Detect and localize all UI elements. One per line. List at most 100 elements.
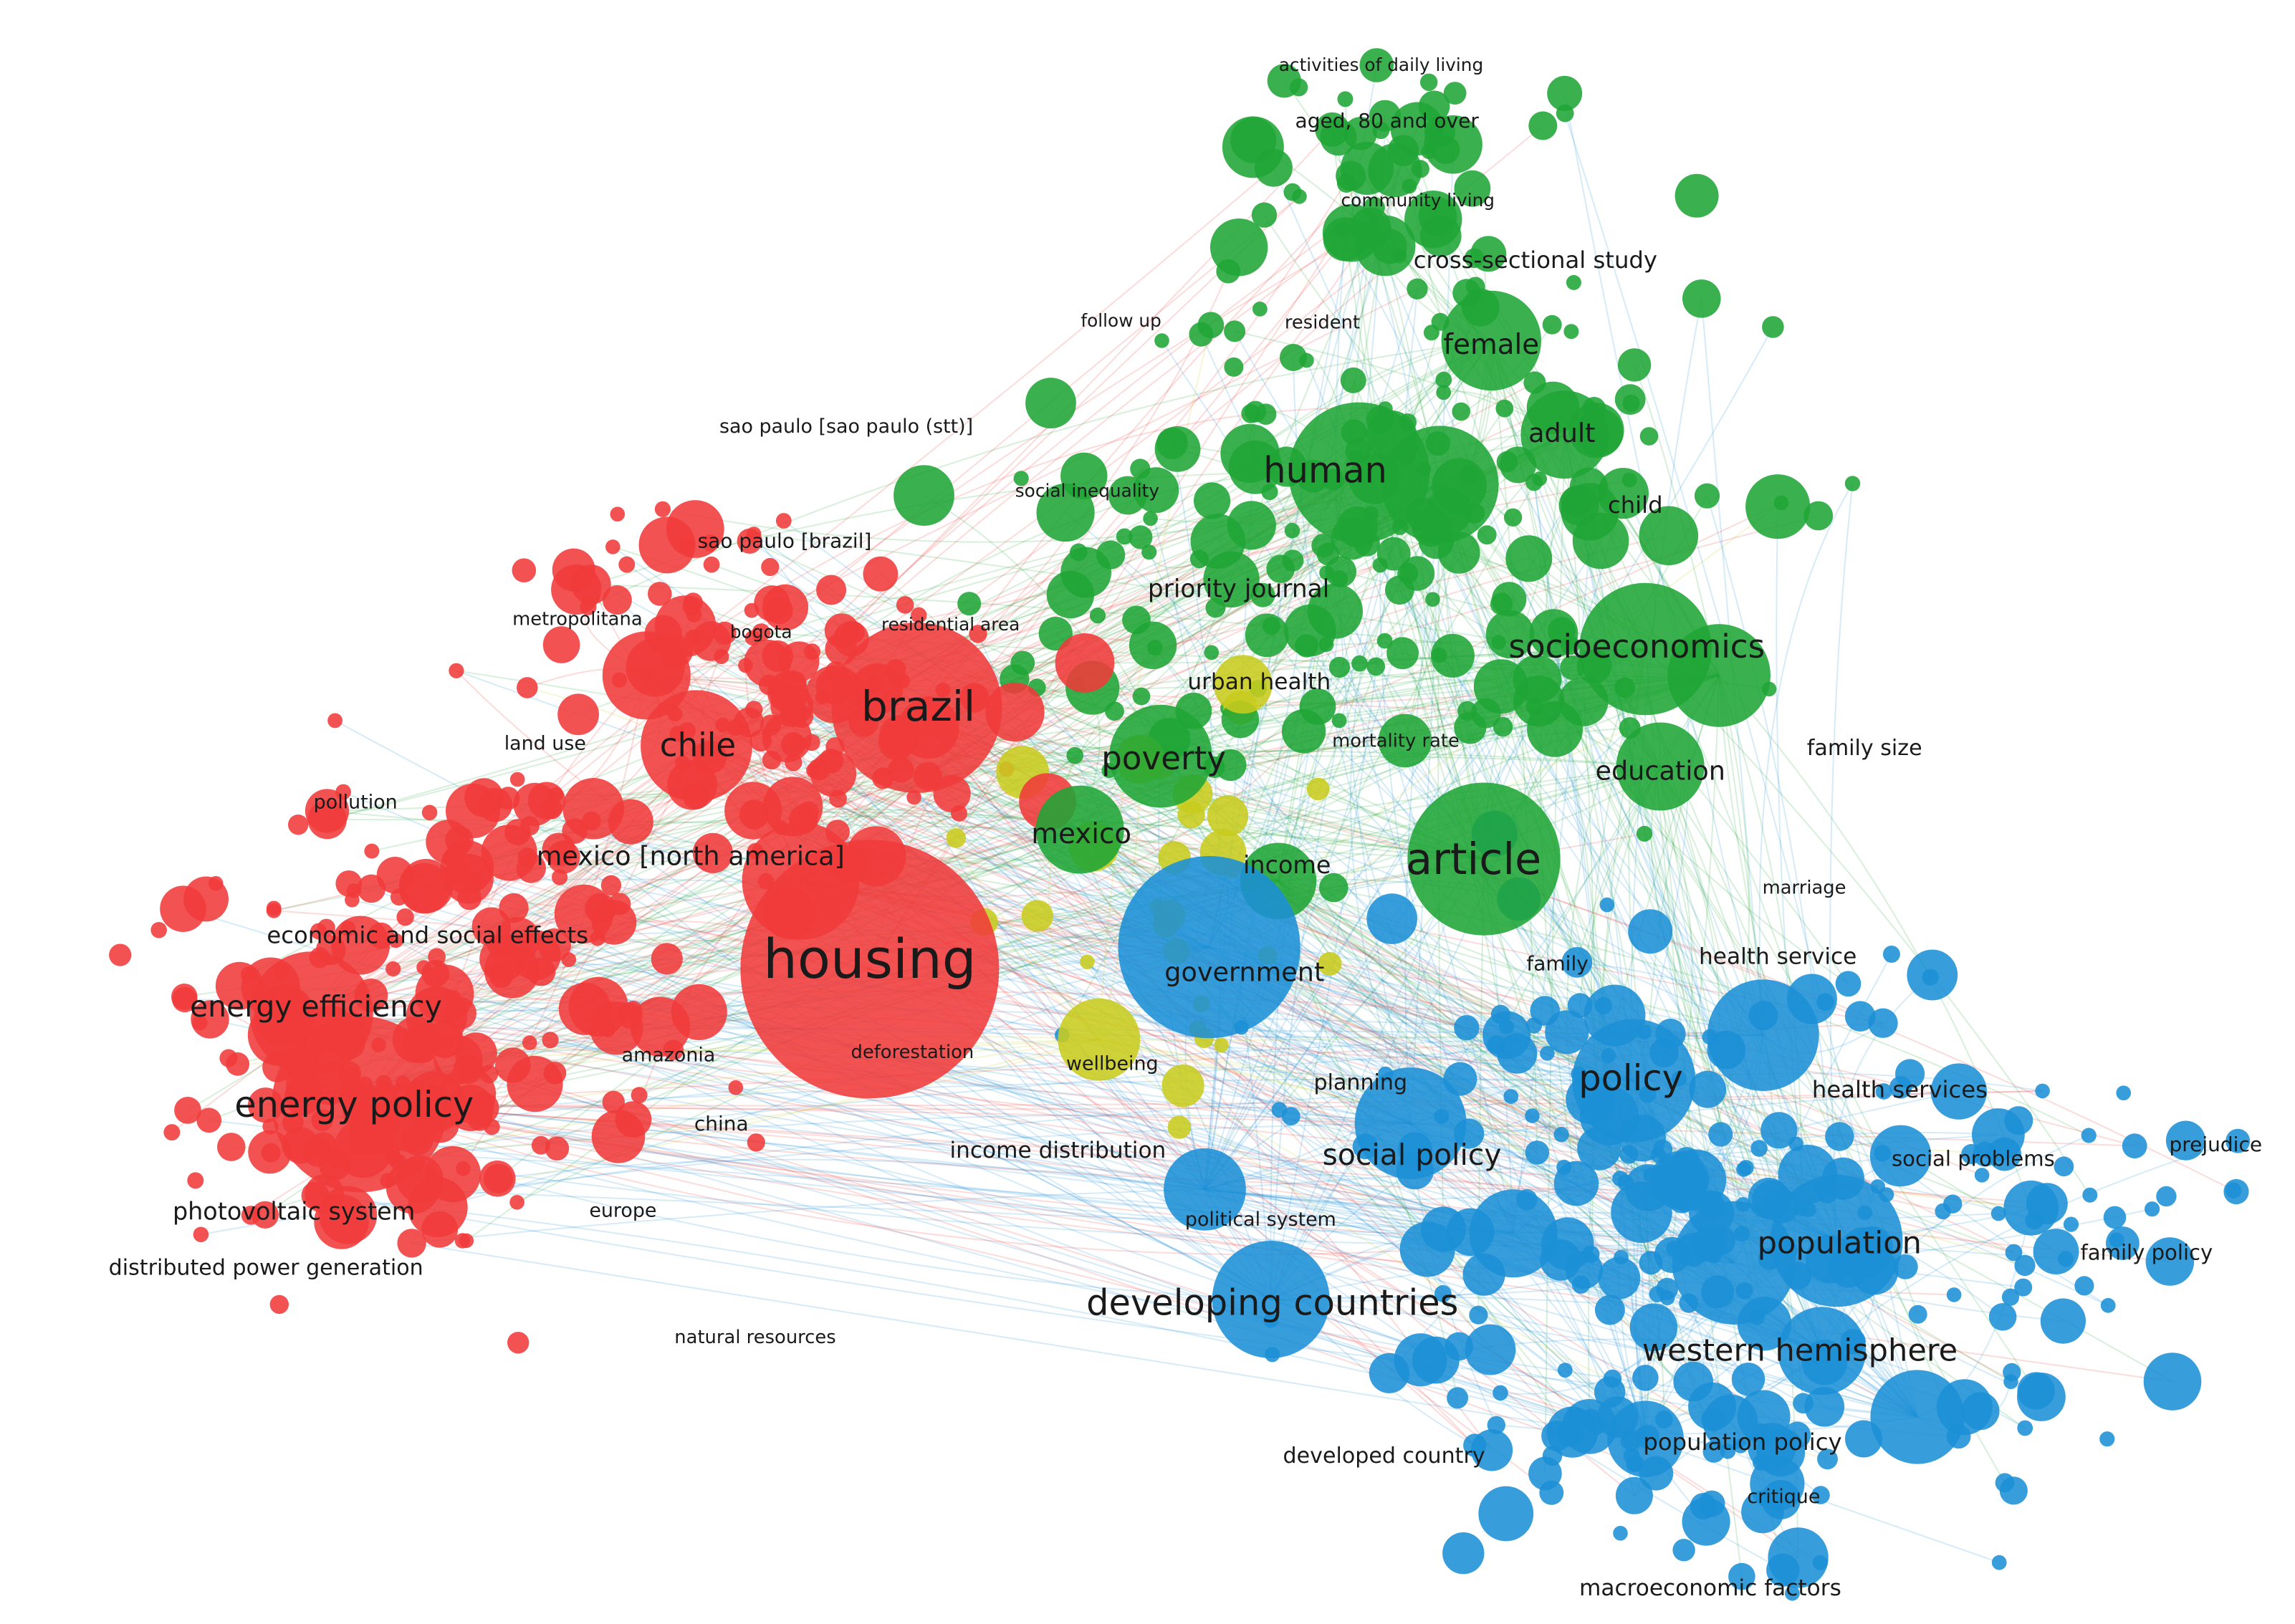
edge — [311, 564, 1381, 1014]
node-green — [1204, 645, 1220, 660]
node-green — [1527, 701, 1583, 757]
keyword-label-income: income — [1243, 851, 1331, 879]
edge — [1278, 880, 1538, 1153]
node-green — [1376, 633, 1393, 649]
node-blue — [1629, 1303, 1678, 1352]
node-blue — [2014, 1254, 2036, 1277]
node-blue — [1738, 1160, 1754, 1176]
edge — [808, 811, 1485, 860]
edge — [1629, 298, 1702, 1439]
node-green — [1224, 357, 1244, 377]
edge — [498, 1178, 1271, 1301]
node-red — [319, 1186, 378, 1244]
node-red — [507, 1332, 530, 1354]
keyword-label-human: human — [1263, 450, 1387, 491]
node-green — [1288, 402, 1430, 544]
node-green — [1614, 384, 1646, 415]
node-red — [651, 943, 683, 975]
node-green — [1639, 427, 1659, 446]
edge — [916, 707, 1573, 1433]
edge — [327, 819, 1081, 831]
node-green — [1280, 344, 1307, 371]
node-green — [1430, 633, 1475, 678]
node-blue — [1447, 1387, 1469, 1409]
node-green — [1337, 91, 1353, 107]
edge — [696, 745, 1224, 854]
edge — [393, 1039, 1099, 1160]
node-blue — [1750, 1140, 1768, 1157]
node-blue — [2145, 1237, 2195, 1286]
node-red — [557, 693, 599, 736]
node-blue — [1946, 1287, 1962, 1302]
node-blue — [2165, 1120, 2206, 1161]
edge — [1505, 675, 1720, 1027]
edge — [456, 670, 1634, 1082]
node-blue — [1628, 909, 1673, 954]
node-green — [1745, 474, 1811, 539]
node-blue — [1598, 1257, 1641, 1299]
keyword-label-urban-health: urban health — [1187, 669, 1331, 695]
node-red — [969, 625, 987, 643]
node-green — [1194, 482, 1231, 519]
node-red — [481, 825, 537, 881]
node-blue — [1493, 1385, 1508, 1401]
node-blue — [1768, 1527, 1829, 1588]
node-blue — [1728, 1562, 1755, 1590]
node-blue — [1164, 1148, 1246, 1231]
edge — [302, 674, 1720, 1086]
edge — [1278, 880, 1668, 1289]
node-blue — [1118, 856, 1300, 1039]
node-red — [226, 1052, 250, 1076]
node-red — [542, 832, 575, 866]
node-green — [1214, 749, 1247, 782]
edge — [1718, 675, 1803, 1209]
edge — [629, 1014, 1514, 1234]
node-blue — [2156, 1186, 2177, 1207]
node-red — [196, 1108, 222, 1133]
edge — [1695, 675, 1750, 1181]
node-red — [163, 1124, 181, 1141]
node-yellow — [1080, 954, 1095, 969]
node-red — [737, 528, 762, 554]
node-red — [150, 922, 167, 938]
edge — [311, 536, 1125, 1014]
edge — [1204, 1188, 1475, 1446]
node-blue — [1469, 1305, 1488, 1325]
edge — [311, 1012, 2031, 1209]
node-green — [1528, 111, 1558, 140]
node-green — [1579, 582, 1712, 716]
node-blue — [1478, 1486, 1534, 1542]
node-green — [1143, 511, 1158, 527]
edge — [1148, 552, 1647, 1440]
node-green — [1116, 528, 1133, 545]
node-blue — [2223, 1178, 2249, 1205]
node-red — [554, 884, 614, 943]
node-yellow — [1207, 795, 1249, 837]
node-blue — [1611, 1181, 1672, 1243]
edge — [1338, 720, 1838, 1241]
node-red — [631, 1087, 648, 1104]
node-blue — [1394, 1333, 1447, 1387]
node-green — [1245, 400, 1267, 423]
node-blue — [2017, 1373, 2066, 1421]
node-green — [1311, 534, 1336, 558]
node-blue — [1689, 1070, 1727, 1108]
keyword-label-family-size: family size — [1807, 736, 1922, 761]
node-blue — [1454, 1015, 1480, 1041]
node-red — [630, 996, 691, 1057]
edge — [1209, 946, 2109, 1307]
node-blue — [1988, 1303, 2017, 1331]
node-red — [305, 789, 350, 833]
node-red — [507, 1055, 563, 1113]
edge — [463, 1168, 1837, 1246]
node-blue — [1469, 1189, 1558, 1278]
node-blue — [1707, 979, 1819, 1091]
node-green — [1132, 687, 1151, 706]
node-blue — [1442, 1532, 1485, 1575]
node-red — [648, 582, 672, 606]
node-green — [1331, 713, 1347, 729]
node-blue — [1594, 1294, 1625, 1325]
node-green — [1109, 704, 1212, 808]
node-yellow — [1306, 777, 1330, 801]
edge — [563, 856, 1634, 1082]
